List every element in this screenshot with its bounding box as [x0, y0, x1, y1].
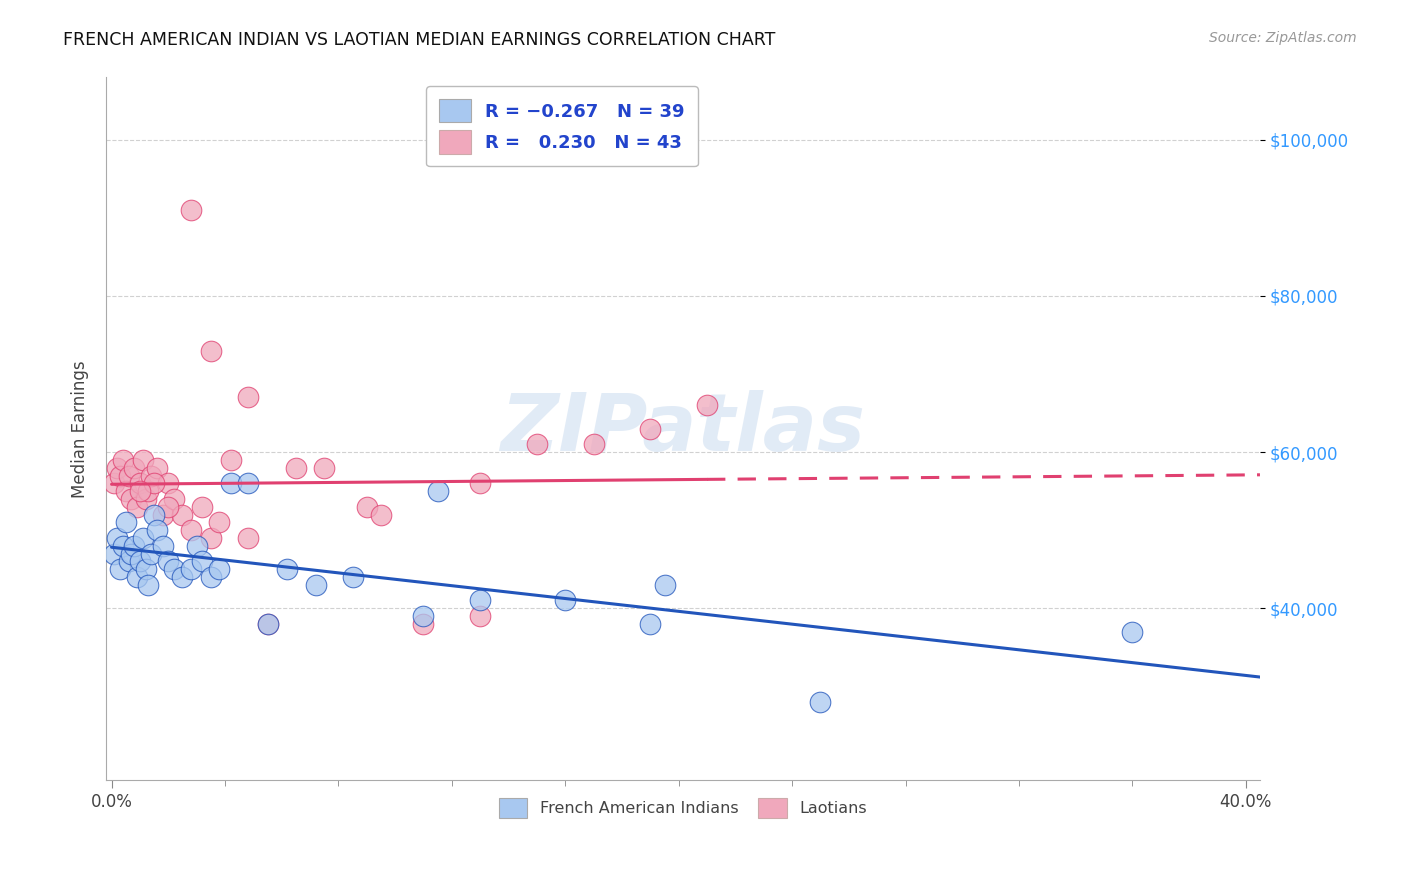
Point — [120, 547, 142, 561]
Point — [132, 453, 155, 467]
Point — [135, 491, 157, 506]
Point — [305, 578, 328, 592]
Point — [470, 476, 492, 491]
Point — [111, 453, 134, 467]
Point — [191, 554, 214, 568]
Legend: French American Indians, Laotians: French American Indians, Laotians — [492, 791, 873, 825]
Point — [143, 476, 166, 491]
Point — [135, 562, 157, 576]
Point — [143, 508, 166, 522]
Point — [284, 460, 307, 475]
Point — [114, 516, 136, 530]
Point — [146, 523, 169, 537]
Point — [180, 203, 202, 218]
Point — [122, 460, 145, 475]
Point — [256, 616, 278, 631]
Point — [236, 531, 259, 545]
Point — [696, 398, 718, 412]
Point — [141, 547, 163, 561]
Point — [105, 460, 128, 475]
Point — [129, 484, 152, 499]
Point — [342, 570, 364, 584]
Point — [152, 508, 174, 522]
Point — [200, 343, 222, 358]
Point — [191, 500, 214, 514]
Point — [810, 695, 832, 709]
Point — [208, 516, 231, 530]
Point — [470, 593, 492, 607]
Point — [314, 460, 336, 475]
Point — [129, 476, 152, 491]
Point — [654, 578, 676, 592]
Point — [117, 468, 139, 483]
Text: Source: ZipAtlas.com: Source: ZipAtlas.com — [1209, 31, 1357, 45]
Point — [132, 531, 155, 545]
Point — [114, 484, 136, 499]
Point — [236, 391, 259, 405]
Point — [152, 539, 174, 553]
Point — [127, 570, 149, 584]
Point — [370, 508, 392, 522]
Text: ZIPatlas: ZIPatlas — [501, 390, 866, 467]
Point — [200, 531, 222, 545]
Point — [172, 570, 194, 584]
Point — [186, 539, 208, 553]
Point — [236, 476, 259, 491]
Point — [108, 562, 131, 576]
Point — [208, 562, 231, 576]
Point — [180, 523, 202, 537]
Point — [157, 554, 180, 568]
Point — [138, 484, 160, 499]
Point — [526, 437, 548, 451]
Point — [103, 547, 125, 561]
Point — [640, 422, 662, 436]
Y-axis label: Median Earnings: Median Earnings — [72, 359, 89, 498]
Point — [172, 508, 194, 522]
Point — [103, 476, 125, 491]
Point — [582, 437, 605, 451]
Point — [163, 491, 186, 506]
Point — [120, 491, 142, 506]
Text: FRENCH AMERICAN INDIAN VS LAOTIAN MEDIAN EARNINGS CORRELATION CHART: FRENCH AMERICAN INDIAN VS LAOTIAN MEDIAN… — [63, 31, 776, 49]
Point — [129, 554, 152, 568]
Point — [554, 593, 576, 607]
Point — [219, 476, 242, 491]
Point — [146, 460, 169, 475]
Point — [157, 476, 180, 491]
Point — [426, 484, 449, 499]
Point — [141, 468, 163, 483]
Point — [470, 609, 492, 624]
Point — [219, 453, 242, 467]
Point — [138, 578, 160, 592]
Point — [180, 562, 202, 576]
Point — [412, 616, 434, 631]
Point — [157, 500, 180, 514]
Point — [412, 609, 434, 624]
Point — [200, 570, 222, 584]
Point — [111, 539, 134, 553]
Point — [105, 531, 128, 545]
Point — [127, 500, 149, 514]
Point — [276, 562, 298, 576]
Point — [117, 554, 139, 568]
Point — [108, 468, 131, 483]
Point — [1121, 624, 1143, 639]
Point — [356, 500, 378, 514]
Point — [640, 616, 662, 631]
Point — [256, 616, 278, 631]
Point — [122, 539, 145, 553]
Point — [163, 562, 186, 576]
